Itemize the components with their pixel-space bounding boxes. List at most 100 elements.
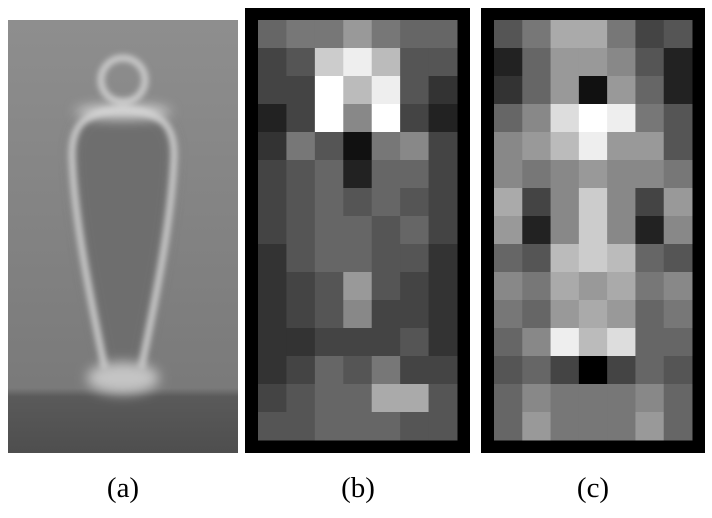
pixel-cell (428, 48, 458, 77)
pixel-cell (522, 104, 552, 133)
pixel-cell (522, 412, 552, 441)
pixel-cell (607, 328, 636, 357)
pixel-cell (522, 328, 552, 357)
pixel-cell (522, 300, 552, 329)
pixel-cell (578, 160, 608, 189)
pixel-cell (578, 76, 608, 105)
pixel-cell (607, 188, 636, 217)
pixel-cell (522, 244, 552, 273)
pixel-cell (522, 272, 552, 301)
pixel-cell (494, 272, 523, 301)
pixel-cell (663, 300, 693, 329)
pixel-cell (371, 272, 401, 301)
pixel-cell (371, 20, 401, 49)
pixel-cell (550, 104, 580, 133)
pixel-cell (371, 356, 401, 385)
pixel-cell (371, 412, 401, 441)
pixel-cell (578, 384, 608, 413)
pixel-cell (522, 384, 552, 413)
pixel-cell (494, 328, 523, 357)
pixel-cell (578, 20, 608, 49)
pixel-cell (550, 132, 580, 161)
pixel-cell (314, 328, 344, 357)
pixel-cell (578, 244, 608, 273)
pixel-cell (663, 76, 693, 105)
pixel-cell (286, 244, 316, 273)
pixel-cell (635, 132, 665, 161)
pixel-cell (428, 160, 458, 189)
pixel-cell (550, 384, 580, 413)
pixel-cell (607, 20, 636, 49)
pixel-cell (371, 328, 401, 357)
pixel-cell (371, 244, 401, 273)
pixel-cell (314, 132, 344, 161)
pixel-cell (635, 20, 665, 49)
pixel-cell (400, 244, 430, 273)
pixel-cell (343, 356, 373, 385)
pixel-cell (607, 384, 636, 413)
pixel-cell (607, 300, 636, 329)
pixel-cell (607, 160, 636, 189)
pixel-cell (522, 216, 552, 245)
pixel-cell (663, 160, 693, 189)
pixel-cell (343, 104, 373, 133)
pixel-cell (494, 76, 523, 105)
pixel-cell (635, 244, 665, 273)
pixel-cell (578, 328, 608, 357)
pixel-cell (286, 356, 316, 385)
pixel-cell (494, 384, 523, 413)
pixel-cell (550, 216, 580, 245)
pixel-cell (400, 20, 430, 49)
pixel-cell (522, 76, 552, 105)
pixel-cell (663, 356, 693, 385)
pixel-cell (607, 356, 636, 385)
pixel-cell (522, 188, 552, 217)
caption: (a) (107, 472, 139, 504)
pixel-cell (494, 216, 523, 245)
pixel-cell (343, 48, 373, 77)
pixel-cell (286, 412, 316, 441)
pixel-cell (314, 412, 344, 441)
pixel-cell (635, 356, 665, 385)
pixel-cell (286, 132, 316, 161)
pixel-cell (343, 412, 373, 441)
pixel-cell (371, 76, 401, 105)
pixel-cell (314, 188, 344, 217)
pixel-cell (522, 356, 552, 385)
pixel-cell (550, 356, 580, 385)
pixel-cell (522, 160, 552, 189)
pixel-cell (286, 76, 316, 105)
caption: (c) (577, 472, 609, 504)
pixel-cell (494, 244, 523, 273)
pixel-cell (635, 160, 665, 189)
pixel-cell (428, 76, 458, 105)
pixel-cell (550, 300, 580, 329)
pixel-cell (286, 104, 316, 133)
pixel-cell (607, 216, 636, 245)
pixel-cell (286, 384, 316, 413)
pixel-cell (343, 132, 373, 161)
pixel-cell (578, 132, 608, 161)
pixel-cell (371, 48, 401, 77)
pixel-cell (578, 104, 608, 133)
pixel-cell (400, 104, 430, 133)
pixel-cell (635, 328, 665, 357)
pixel-cell (400, 384, 430, 413)
pixel-cell (343, 300, 373, 329)
pixel-cell (635, 76, 665, 105)
pixel-cell (400, 188, 430, 217)
pixel-cell (258, 412, 287, 441)
pixel-cell (550, 328, 580, 357)
pixel-cell (428, 20, 458, 49)
pixel-cell (578, 48, 608, 77)
pixel-cell (494, 104, 523, 133)
pixel-cell (258, 328, 287, 357)
pixel-cell (258, 216, 287, 245)
pixel-cell (286, 48, 316, 77)
pixel-cell (550, 20, 580, 49)
pixel-cell (607, 76, 636, 105)
pixel-cell (343, 160, 373, 189)
pixel-cell (371, 132, 401, 161)
